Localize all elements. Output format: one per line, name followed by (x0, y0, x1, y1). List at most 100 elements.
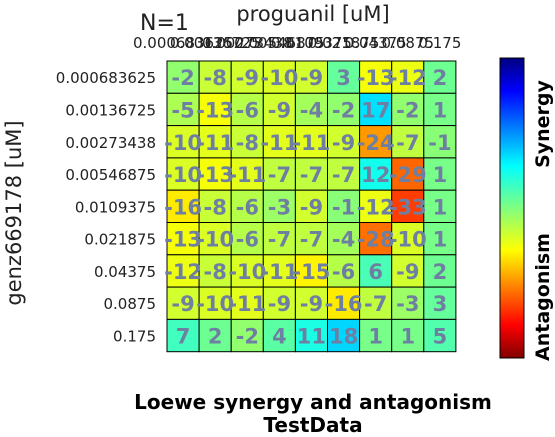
heatmap-cell-label: 11 (297, 325, 326, 349)
heatmap-cell-label: -9 (268, 98, 291, 122)
heatmap-cell-label: -10 (196, 292, 234, 316)
heatmap-cell-label: -9 (332, 131, 355, 155)
heatmap-cell-label: 4 (272, 325, 287, 349)
heatmap-cell-label: -7 (332, 163, 355, 187)
heatmap-cell (327, 318, 361, 353)
heatmap-cell (166, 189, 200, 223)
heatmap-cell-label: 1 (400, 325, 415, 349)
heatmap-cell-label: -13 (164, 228, 202, 252)
heatmap-cell (327, 286, 361, 320)
heatmap-cell (327, 222, 361, 256)
heatmap-cell (166, 254, 200, 288)
colorbar-top-label: Synergy (532, 79, 554, 167)
heatmap-cell (230, 125, 264, 159)
heatmap-cell-label: -9 (300, 292, 323, 316)
heatmap-cell-label: -3 (268, 195, 291, 219)
x-tick-label: 0.000683625 (133, 34, 233, 52)
heatmap-cell-label: 1 (433, 163, 448, 187)
x-tick-label: 0.04375 (345, 34, 407, 52)
heatmap-cell (423, 222, 457, 256)
heatmap-cell (198, 222, 232, 256)
heatmap-cells (166, 60, 457, 353)
heatmap-cell-label: -11 (260, 131, 298, 155)
heatmap-cell-label: 2 (433, 66, 448, 90)
y-tick-label: 0.00273438 (65, 134, 156, 152)
heatmap-cell (423, 157, 457, 191)
heatmap-cell-label: 12 (361, 163, 390, 187)
heatmap-cell-label: 18 (329, 325, 358, 349)
heatmap-cell-label: -10 (164, 131, 202, 155)
heatmap-cell (262, 286, 296, 320)
heatmap-cell-label: -8 (204, 66, 227, 90)
heatmap-cell-label: -7 (300, 163, 323, 187)
chart-subtitle: TestData (263, 413, 362, 437)
heatmap-cell-label: -9 (171, 292, 194, 316)
heatmap-cell (294, 125, 328, 159)
heatmap-cell-label: 2 (433, 260, 448, 284)
heatmap-cell-label: -11 (196, 131, 234, 155)
heatmap-cell-label: -3 (396, 292, 419, 316)
heatmap-cell-label: -7 (268, 228, 291, 252)
y-tick-labels: 0.000683625 0.00136725 0.00273438 0.0054687… (56, 69, 156, 345)
heatmap-cell-label: -1 (428, 131, 451, 155)
heatmap-cell (294, 92, 328, 127)
heatmap-cell-label: 17 (361, 98, 390, 122)
heatmap-cell-label: -10 (228, 260, 266, 284)
heatmap-cell (391, 60, 425, 94)
heatmap-cell (359, 318, 393, 353)
y-tick-label: 0.0109375 (75, 198, 156, 216)
heatmap-cell-label: -13 (196, 98, 234, 122)
heatmap-cell-label: 3 (433, 292, 448, 316)
heatmap-cell (230, 92, 264, 127)
heatmap-cell-label: -12 (357, 195, 395, 219)
heatmap-cell-label: -9 (300, 66, 323, 90)
heatmap-cell (198, 125, 232, 159)
y-tick-label: 0.00546875 (65, 166, 156, 184)
heatmap-cell-label: -9 (396, 260, 419, 284)
heatmap-cell-label: -9 (268, 292, 291, 316)
x-tick-label: 0.0875 (382, 34, 435, 52)
heatmap-cell (423, 189, 457, 223)
y-tick-label: 0.000683625 (56, 69, 156, 87)
heatmap-cell-label: -2 (332, 98, 355, 122)
heatmap-cell-label: -7 (396, 131, 419, 155)
heatmap-cell (294, 318, 328, 353)
heatmap-cell-label: -6 (236, 98, 259, 122)
heatmap-cell-label: -12 (164, 260, 202, 284)
heatmap-cell (198, 157, 232, 191)
heatmap-cell-label: -33 (389, 195, 427, 219)
corner-label: N=1 (140, 11, 189, 36)
heatmap-cell (262, 318, 296, 353)
heatmap-cell-label: 1 (433, 195, 448, 219)
x-axis-title: proguanil [uM] (236, 2, 389, 26)
heatmap-cell-label: 6 (368, 260, 383, 284)
heatmap-cell (294, 254, 328, 288)
heatmap-cell (294, 286, 328, 320)
heatmap-cell-label: -11 (228, 163, 266, 187)
heatmap-cell (166, 222, 200, 256)
heatmap-cell-label: -4 (300, 98, 323, 122)
heatmap-cell (262, 125, 296, 159)
heatmap-cell (230, 318, 264, 353)
heatmap-cell-label: -16 (164, 195, 202, 219)
heatmap-cell-label: 5 (433, 325, 448, 349)
heatmap-cell-label: 1 (368, 325, 383, 349)
heatmap-cell-label: 2 (208, 325, 223, 349)
heatmap-cell (327, 189, 361, 223)
heatmap-cell (198, 254, 232, 288)
heatmap-cell-label: -10 (164, 163, 202, 187)
heatmap-cell (327, 60, 361, 94)
heatmap-cell-label: -4 (332, 228, 355, 252)
heatmap-cell-label: -9 (300, 195, 323, 219)
heatmap-cell-label: 1 (433, 228, 448, 252)
heatmap-cell (391, 92, 425, 127)
heatmap-cell-label: -7 (268, 163, 291, 187)
x-tick-labels: 0.0006836250.001367250.002734380.0054687… (133, 34, 461, 52)
heatmap-cell-label: -6 (332, 260, 355, 284)
heatmap-cell (262, 222, 296, 256)
heatmap-cell (166, 92, 200, 127)
heatmap-cell (166, 60, 200, 94)
heatmap-cell-label: -13 (357, 66, 395, 90)
heatmap-cell-label: -2 (236, 325, 259, 349)
